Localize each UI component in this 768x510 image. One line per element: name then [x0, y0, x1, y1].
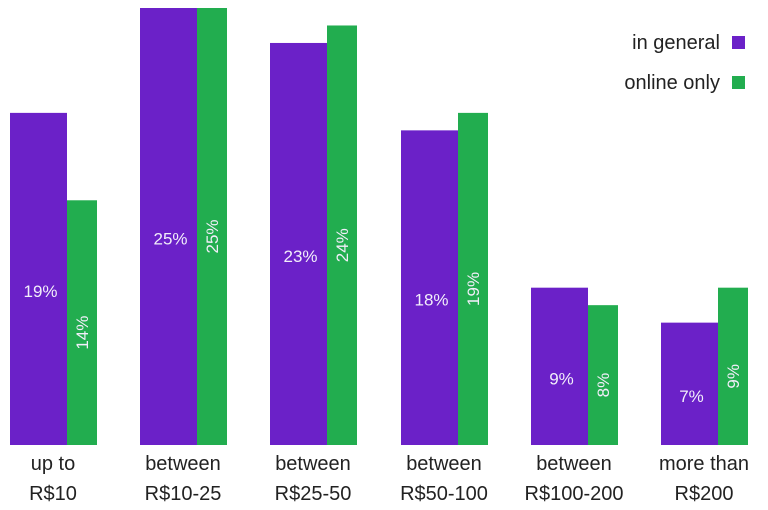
data-label-online-only: 14% — [73, 316, 92, 350]
data-label-in-general: 9% — [549, 369, 574, 388]
data-label-in-general: 18% — [414, 291, 448, 310]
bar-in-general — [661, 322, 718, 445]
data-label-online-only: 9% — [724, 364, 743, 389]
data-label-online-only: 25% — [203, 219, 222, 253]
data-label-in-general: 19% — [23, 282, 57, 301]
legend-swatch — [732, 36, 745, 49]
x-tick-label: between — [275, 453, 351, 475]
bar-online-only — [197, 8, 227, 445]
x-tick-label: R$10-25 — [145, 483, 222, 505]
bar-online-only — [458, 112, 488, 445]
x-tick-label: up to — [31, 453, 75, 475]
data-label-in-general: 7% — [679, 387, 704, 406]
x-tick-label: R$100-200 — [525, 483, 624, 505]
bar-in-general — [270, 42, 327, 446]
x-tick-label: R$50-100 — [400, 483, 488, 505]
bar-in-general — [140, 8, 197, 445]
bar-online-only — [67, 200, 97, 445]
bar-in-general — [10, 112, 67, 445]
bar-online-only — [327, 25, 357, 445]
legend-label: in general — [632, 32, 720, 54]
x-tick-label: between — [536, 453, 612, 475]
data-label-online-only: 8% — [594, 373, 613, 398]
x-tick-label: R$200 — [675, 483, 734, 505]
data-label-online-only: 24% — [333, 228, 352, 262]
x-tick-label: between — [145, 453, 221, 475]
legend-swatch — [732, 76, 745, 89]
bar-in-general — [401, 130, 458, 446]
data-label-in-general: 23% — [283, 247, 317, 266]
x-tick-label: between — [406, 453, 482, 475]
data-label-in-general: 25% — [153, 230, 187, 249]
data-label-online-only: 19% — [464, 272, 483, 306]
x-tick-label: R$25-50 — [275, 483, 352, 505]
bar-in-general — [531, 287, 588, 445]
legend-label: online only — [624, 72, 720, 94]
x-tick-label: R$10 — [29, 483, 77, 505]
x-tick-label: more than — [659, 453, 749, 475]
bar-online-only — [588, 305, 618, 445]
bar-online-only — [718, 287, 748, 445]
